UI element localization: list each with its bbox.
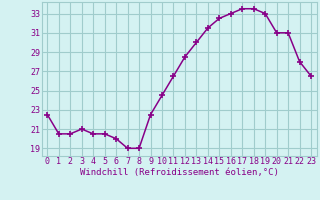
X-axis label: Windchill (Refroidissement éolien,°C): Windchill (Refroidissement éolien,°C) — [80, 168, 279, 177]
